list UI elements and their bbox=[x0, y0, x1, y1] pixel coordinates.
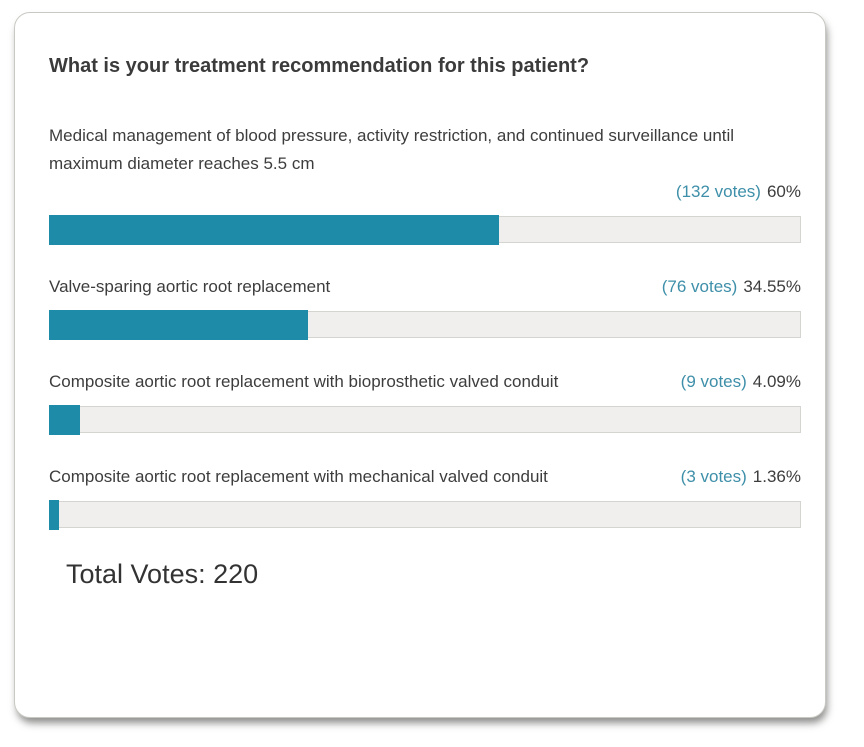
result-bar-track bbox=[49, 500, 801, 530]
option-label: Valve-sparing aortic root replacement bbox=[49, 277, 331, 296]
poll-option: Composite aortic root replacement with b… bbox=[49, 368, 801, 435]
option-votes-link[interactable]: (3 votes) bbox=[680, 467, 747, 486]
result-bar-track bbox=[49, 310, 801, 340]
option-label: Composite aortic root replacement with m… bbox=[49, 467, 548, 486]
poll-results-card: What is your treatment recommendation fo… bbox=[14, 12, 826, 718]
poll-option: Valve-sparing aortic root replacement 34… bbox=[49, 273, 801, 340]
option-label: Composite aortic root replacement with b… bbox=[49, 372, 559, 391]
option-votes-link[interactable]: (9 votes) bbox=[680, 372, 747, 391]
option-percent: 1.36% bbox=[752, 467, 801, 486]
option-head: Composite aortic root replacement with b… bbox=[49, 368, 801, 396]
result-bar-track bbox=[49, 405, 801, 435]
poll-option: Medical management of blood pressure, ac… bbox=[49, 122, 801, 245]
result-bar-fill bbox=[49, 215, 499, 245]
total-votes: Total Votes: 220 bbox=[66, 559, 259, 589]
result-bar-fill bbox=[49, 405, 80, 435]
option-head: Valve-sparing aortic root replacement 34… bbox=[49, 273, 801, 301]
option-head: Medical management of blood pressure, ac… bbox=[49, 122, 801, 206]
poll-option: Composite aortic root replacement with m… bbox=[49, 463, 801, 530]
result-bar-fill bbox=[49, 310, 309, 340]
option-percent: 34.55% bbox=[743, 277, 801, 296]
poll-question: What is your treatment recommendation fo… bbox=[49, 55, 590, 77]
option-percent: 60% bbox=[766, 182, 801, 201]
result-bar-track bbox=[49, 215, 801, 245]
option-label: Medical management of blood pressure, ac… bbox=[49, 126, 735, 173]
option-votes-link[interactable]: (132 votes) bbox=[675, 182, 761, 201]
option-head: Composite aortic root replacement with m… bbox=[49, 463, 801, 491]
option-votes-link[interactable]: (76 votes) bbox=[661, 277, 738, 296]
option-percent: 4.09% bbox=[752, 372, 801, 391]
result-bar-fill bbox=[49, 500, 60, 530]
